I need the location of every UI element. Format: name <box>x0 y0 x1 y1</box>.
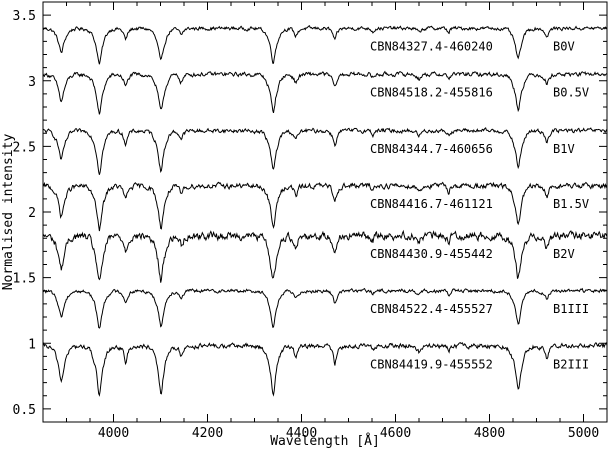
spectral-type-label: B2V <box>553 247 575 261</box>
y-tick-label: 3.5 <box>13 9 36 24</box>
spectral-type-label: B1V <box>553 142 575 156</box>
y-tick-label: 2 <box>28 206 36 221</box>
star-name-label: CBN84416.7-461121 <box>370 197 493 211</box>
x-tick-label: 4400 <box>286 426 317 441</box>
star-name-label: CBN84430.9-455442 <box>370 247 493 261</box>
plot-frame <box>42 1 608 423</box>
x-tick-label: 5000 <box>568 426 599 441</box>
spectra-series <box>42 25 608 397</box>
x-axis: 4000 4200 4400 4600 4800 5000 <box>66 2 608 441</box>
spectral-type-label: B2III <box>553 357 589 371</box>
spectrum-line <box>42 287 608 329</box>
spectra-labels: CBN84327.4-460240 B0V CBN84518.2-455816 B0.… <box>370 40 589 372</box>
x-tick-label: 4200 <box>192 426 223 441</box>
star-name-label: CBN84419.9-455552 <box>370 357 493 371</box>
star-name-label: CBN84327.4-460240 <box>370 40 493 54</box>
y-tick-label: 1 <box>28 337 36 352</box>
spectrum-line <box>42 25 608 65</box>
x-tick-label: 4000 <box>98 426 129 441</box>
spectrum-line <box>42 127 608 175</box>
x-axis-label: Wavelength [Å] <box>270 433 380 449</box>
star-name-label: CBN84522.4-455527 <box>370 302 493 316</box>
star-name-label: CBN84344.7-460656 <box>370 142 493 156</box>
star-name-label: CBN84518.2-455816 <box>370 86 493 100</box>
spectral-type-label: B1.5V <box>553 197 589 211</box>
spectral-type-label: B0.5V <box>553 86 589 100</box>
y-tick-label: 0.5 <box>13 403 36 418</box>
spectrum-line <box>42 70 608 115</box>
spectrum-line <box>42 181 608 232</box>
y-tick-label: 3 <box>28 75 36 90</box>
y-axis-label: Normalised intensity <box>1 134 16 291</box>
spectrum-line <box>42 229 608 283</box>
y-axis: 0.5 1 1.5 2 2.5 3 3.5 <box>13 9 607 418</box>
x-tick-label: 4600 <box>380 426 411 441</box>
spectrum-line <box>42 342 608 397</box>
y-tick-label: 1.5 <box>13 272 36 287</box>
y-tick-label: 2.5 <box>13 140 36 155</box>
spectral-type-label: B1III <box>553 302 589 316</box>
x-tick-label: 4800 <box>474 426 505 441</box>
spectral-type-label: B0V <box>553 40 575 54</box>
